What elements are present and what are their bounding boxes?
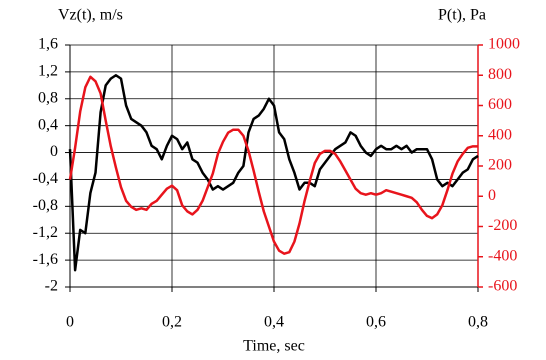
y-tick-label: -2 bbox=[45, 278, 58, 295]
y2-tick-label: -400 bbox=[488, 247, 517, 264]
y2-tick-label: 600 bbox=[488, 96, 512, 113]
x-tick-label: 0 bbox=[66, 314, 74, 331]
y2-tick-label: 800 bbox=[488, 66, 512, 83]
y2-tick-label: 200 bbox=[488, 157, 512, 174]
y2-tick-label: 1000 bbox=[488, 36, 520, 53]
x-tick-label: 0,2 bbox=[162, 314, 182, 331]
x-tick-label: 0,8 bbox=[468, 314, 488, 331]
y-tick-label: 0,4 bbox=[38, 116, 58, 133]
y2-tick-label: 0 bbox=[488, 187, 496, 204]
y-tick-label: -0,4 bbox=[33, 170, 58, 187]
series-line bbox=[68, 75, 478, 255]
y-tick-label: 1,6 bbox=[38, 36, 58, 53]
x-tick-label: 0,6 bbox=[366, 314, 386, 331]
x-tick-label: 0,4 bbox=[264, 314, 284, 331]
y2-tick-label: -600 bbox=[488, 278, 517, 295]
y-tick-label: -0,8 bbox=[33, 197, 58, 214]
y-tick-label: 0,8 bbox=[38, 89, 58, 106]
y2-tick-label: -200 bbox=[488, 217, 517, 234]
x-axis-title: Time, sec bbox=[243, 338, 305, 355]
series-line bbox=[68, 74, 479, 272]
y2-axis-title: P(t), Pa bbox=[438, 7, 486, 24]
y-tick-label: -1,6 bbox=[33, 251, 58, 268]
y-axis-title: Vz(t), m/s bbox=[58, 7, 123, 24]
y2-tick-label: 400 bbox=[488, 126, 512, 143]
y-tick-label: 1,2 bbox=[38, 63, 58, 80]
y-tick-label: 0 bbox=[50, 143, 58, 160]
y-tick-label: -1,2 bbox=[33, 224, 58, 241]
